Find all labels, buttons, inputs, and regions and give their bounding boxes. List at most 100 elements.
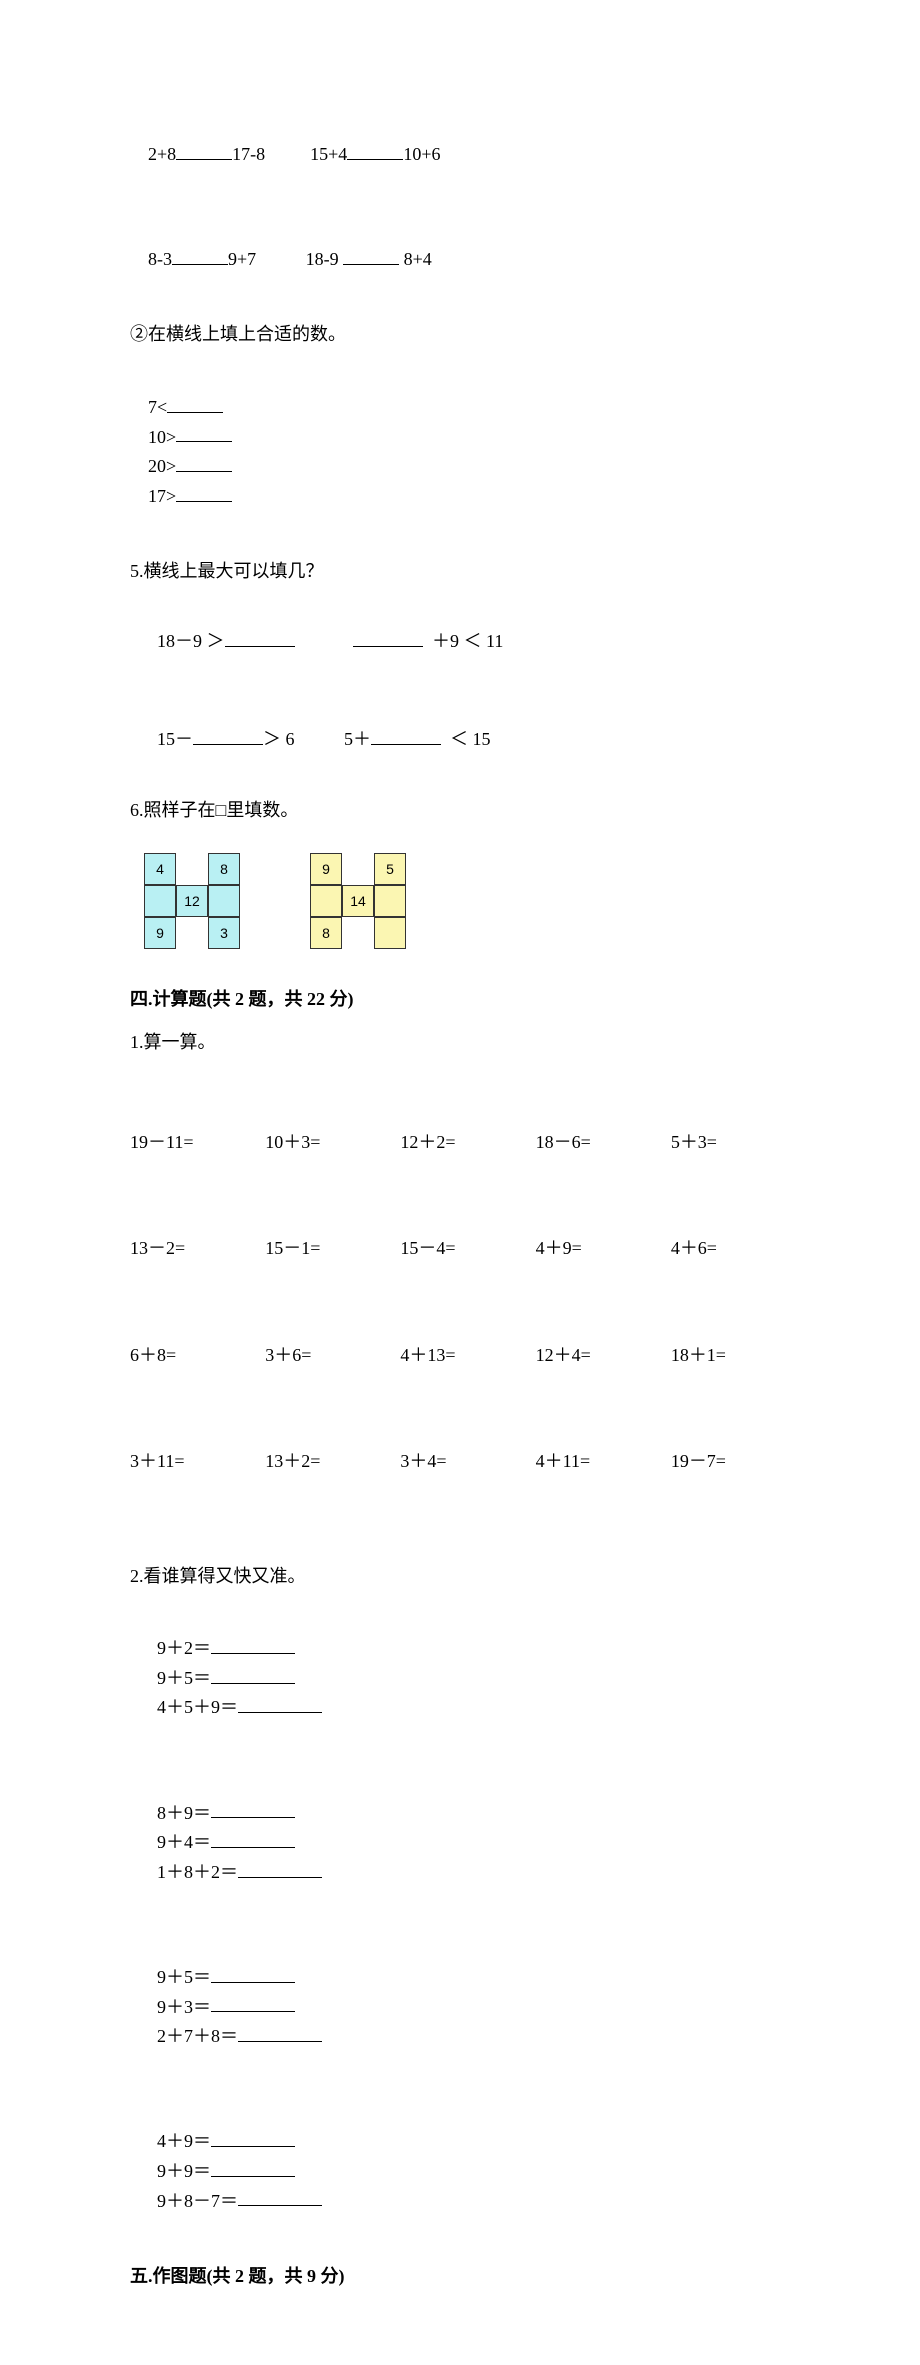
cross2-ml [310, 885, 342, 917]
spacer [176, 917, 208, 949]
cross-2: 9 5 14 8 [310, 853, 406, 949]
calc1-r3c3: 4＋13= [400, 1341, 519, 1370]
fill-c: 20> [148, 456, 176, 476]
q6-title: 6.照样子在□里填数。 [130, 796, 790, 825]
calc2-r2c1: 8＋9＝ [157, 1802, 211, 1822]
comp-rhs-1b: 10+6 [403, 144, 440, 164]
calc1-r2c4: 4＋9= [536, 1234, 655, 1263]
q5-r2a-pre: 15－ [157, 729, 193, 749]
comp-rhs-2a: 9+7 [228, 249, 256, 269]
calc1-r1c5: 5＋3= [671, 1128, 790, 1157]
blank[interactable] [238, 2186, 322, 2207]
cross1-tl: 4 [144, 853, 176, 885]
blank[interactable] [371, 724, 441, 745]
cross1-br: 3 [208, 917, 240, 949]
cross1-mid: 12 [176, 885, 208, 917]
blank[interactable] [211, 1633, 295, 1654]
cross1-tr: 8 [208, 853, 240, 885]
blank[interactable] [238, 1857, 322, 1878]
mark2-title: ②在横线上填上合适的数。 [130, 320, 790, 349]
calc2-r2c2: 9＋4＝ [157, 1832, 211, 1852]
calc2-r1c2: 9＋5＝ [157, 1668, 211, 1688]
q4-2-title: 2.看谁算得又快又准。 [130, 1562, 790, 1591]
calc2-r4c3: 9＋8－7＝ [157, 2190, 238, 2210]
calc1-r1c3: 12＋2= [400, 1128, 519, 1157]
q5-r2a-post: ＞ 6 [263, 729, 295, 749]
calc1-r4c5: 19－7= [671, 1447, 790, 1476]
blank[interactable] [167, 392, 223, 413]
calc1-r2c5: 4＋6= [671, 1234, 790, 1263]
calc1-r4c2: 13＋2= [265, 1447, 384, 1476]
blank[interactable] [176, 139, 232, 160]
calc1-r2c3: 15－4= [400, 1234, 519, 1263]
calc2-grid: 9＋2＝ 9＋5＝ 4＋5＋9＝ 8＋9＝ 9＋4＝ 1＋8＋2＝ 9＋5＝ 9… [130, 1604, 790, 2244]
blank[interactable] [211, 2126, 295, 2147]
calc2-r1c3: 4＋5＋9＝ [157, 1697, 238, 1717]
comp-rhs-1a: 17-8 [232, 144, 265, 164]
blank[interactable] [353, 626, 423, 647]
cross1-ml [144, 885, 176, 917]
comp-rhs-2b: 8+4 [404, 249, 432, 269]
spacer [176, 853, 208, 885]
calc2-r3c1: 9＋5＝ [157, 1967, 211, 1987]
blank[interactable] [343, 244, 399, 265]
q4-1-title: 1.算一算。 [130, 1028, 790, 1057]
blank[interactable] [347, 139, 403, 160]
calc1-r3c4: 12＋4= [536, 1341, 655, 1370]
fill-a: 7< [148, 397, 167, 417]
blank[interactable] [238, 2021, 322, 2042]
cross-diagrams: 4 8 12 9 3 9 5 14 8 [144, 853, 790, 949]
blank[interactable] [225, 626, 295, 647]
calc2-r4c1: 4＋9＝ [157, 2131, 211, 2151]
calc1-grid: 19－11= 10＋3= 12＋2= 18－6= 5＋3= 13－2= 15－1… [130, 1070, 790, 1539]
cross2-bl: 8 [310, 917, 342, 949]
blank[interactable] [211, 2156, 295, 2177]
calc1-r4c4: 4＋11= [536, 1447, 655, 1476]
sec4-title: 四.计算题(共 2 题，共 22 分) [130, 985, 790, 1014]
calc2-r3c3: 2＋7＋8＝ [157, 2026, 238, 2046]
blank[interactable] [176, 422, 232, 443]
blank[interactable] [193, 724, 263, 745]
calc1-r2c2: 15－1= [265, 1234, 384, 1263]
blank[interactable] [238, 1692, 322, 1713]
blank[interactable] [172, 244, 228, 265]
calc1-r1c2: 10＋3= [265, 1128, 384, 1157]
blank[interactable] [211, 1962, 295, 1983]
q5-r1a-pre: 18－9 ＞ [157, 631, 225, 651]
comp-lhs-2b: 18-9 [306, 249, 339, 269]
cross-1: 4 8 12 9 3 [144, 853, 240, 949]
calc1-r3c5: 18＋1= [671, 1341, 790, 1370]
cross2-tl: 9 [310, 853, 342, 885]
comp-lhs-2a: 8-3 [148, 249, 172, 269]
cross2-br[interactable] [374, 917, 406, 949]
blank[interactable] [176, 451, 232, 472]
cross2-mid: 14 [342, 885, 374, 917]
cross1-bl: 9 [144, 917, 176, 949]
comp-lhs-1b: 15+4 [310, 144, 347, 164]
fill-b: 10> [148, 426, 176, 446]
blank[interactable] [211, 1992, 295, 2013]
comp-lhs-1a: 2+8 [148, 144, 176, 164]
blank[interactable] [176, 481, 232, 502]
blank[interactable] [211, 1663, 295, 1684]
cross2-tr: 5 [374, 853, 406, 885]
cross1-mr [208, 885, 240, 917]
blank[interactable] [211, 1798, 295, 1819]
calc2-r1c1: 9＋2＝ [157, 1638, 211, 1658]
fill-d: 17> [148, 486, 176, 506]
calc1-r3c1: 6＋8= [130, 1341, 249, 1370]
spacer [342, 917, 374, 949]
q5-r2b-pre: 5＋ [344, 729, 371, 749]
calc1-r4c3: 3＋4= [400, 1447, 519, 1476]
blank[interactable] [211, 1827, 295, 1848]
calc2-r4c2: 9＋9＝ [157, 2161, 211, 2181]
sec5-title: 五.作图题(共 2 题，共 9 分) [130, 2262, 790, 2291]
spacer [342, 853, 374, 885]
calc1-r3c2: 3＋6= [265, 1341, 384, 1370]
calc2-r2c3: 1＋8＋2＝ [157, 1862, 238, 1882]
cross2-mr [374, 885, 406, 917]
calc1-r2c1: 13－2= [130, 1234, 249, 1263]
calc1-r4c1: 3＋11= [130, 1447, 249, 1476]
q5-title: 5.横线上最大可以填几？ [130, 557, 790, 586]
calc1-r1c1: 19－11= [130, 1128, 249, 1157]
